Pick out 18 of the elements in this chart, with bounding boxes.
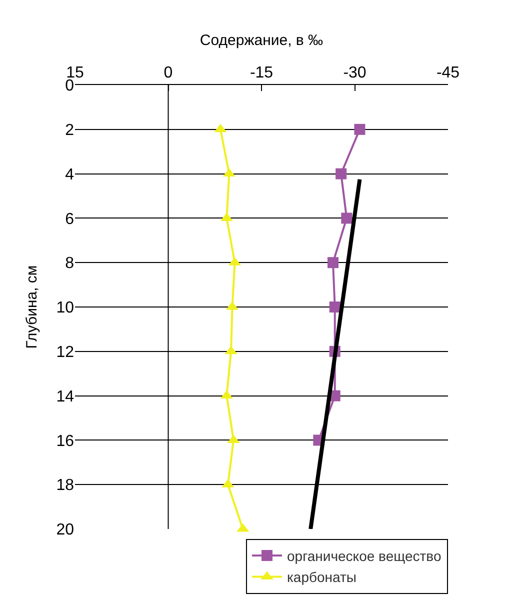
legend-label: органическое вещество bbox=[287, 548, 442, 564]
x-tick-label: -15 bbox=[250, 64, 274, 82]
y-axis-title: Глубина, см bbox=[23, 265, 40, 349]
y-tick-label: 6 bbox=[65, 210, 74, 228]
legend-label: карбонаты bbox=[287, 569, 356, 586]
y-tick-label: 8 bbox=[65, 255, 74, 272]
y-tick-label: 16 bbox=[56, 432, 74, 450]
x-tick-label: 0 bbox=[164, 64, 173, 82]
y-tick-label: 2 bbox=[65, 122, 74, 139]
y-tick-label: 14 bbox=[56, 388, 74, 406]
y-tick-label: 10 bbox=[56, 300, 74, 317]
y-tick-label: 4 bbox=[65, 166, 74, 184]
y-tick-label: 20 bbox=[56, 522, 74, 539]
y-tick-label: 12 bbox=[56, 344, 74, 361]
x-axis-title: Содержание, в ‰ bbox=[200, 32, 324, 49]
x-tick-label: -30 bbox=[343, 64, 366, 82]
y-tick-label: 18 bbox=[56, 477, 74, 494]
x-tick-label: -45 bbox=[436, 64, 460, 82]
